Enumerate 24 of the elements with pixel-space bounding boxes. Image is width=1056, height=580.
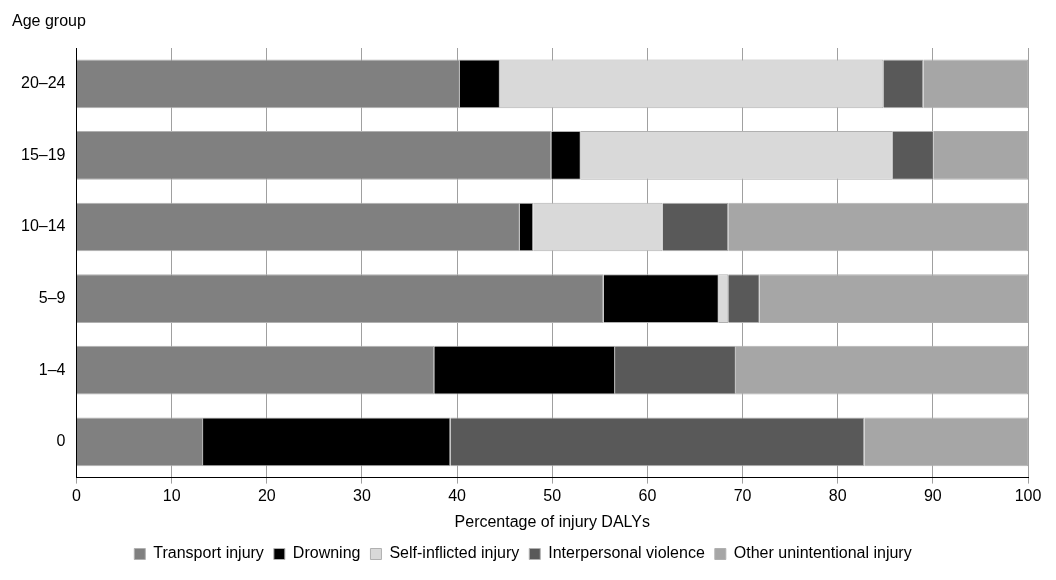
y-tick-label: 10–14 bbox=[20, 217, 66, 235]
x-tick-label: 40 bbox=[448, 486, 467, 504]
legend-label: Transport injury bbox=[153, 544, 264, 562]
x-tick-label: 20 bbox=[257, 486, 276, 504]
legend-label: Other unintentional injury bbox=[733, 544, 912, 562]
x-tick-label: 60 bbox=[638, 486, 657, 504]
legend-label: Drowning bbox=[292, 544, 361, 562]
y-axis-title: Age group bbox=[12, 12, 86, 30]
x-tick-label: 100 bbox=[1014, 486, 1042, 504]
legend-label: Self-inflicted injury bbox=[389, 544, 520, 562]
x-axis-title: Percentage of injury DALYs bbox=[454, 512, 650, 530]
x-tick-label: 70 bbox=[733, 486, 752, 504]
y-tick-label: 15–19 bbox=[20, 145, 66, 163]
y-tick-label: 1–4 bbox=[38, 360, 66, 378]
x-tick-label: 0 bbox=[72, 486, 82, 504]
x-tick-label: 80 bbox=[828, 486, 847, 504]
x-tick-label: 50 bbox=[543, 486, 562, 504]
y-tick-label: 5–9 bbox=[38, 289, 66, 307]
x-tick-label: 90 bbox=[923, 486, 942, 504]
y-tick-label: 0 bbox=[56, 432, 66, 450]
legend-label: Interpersonal violence bbox=[548, 544, 705, 562]
x-tick-label: 30 bbox=[353, 486, 371, 504]
x-tick-label: 10 bbox=[162, 486, 181, 504]
y-tick-label: 20–24 bbox=[20, 74, 66, 92]
